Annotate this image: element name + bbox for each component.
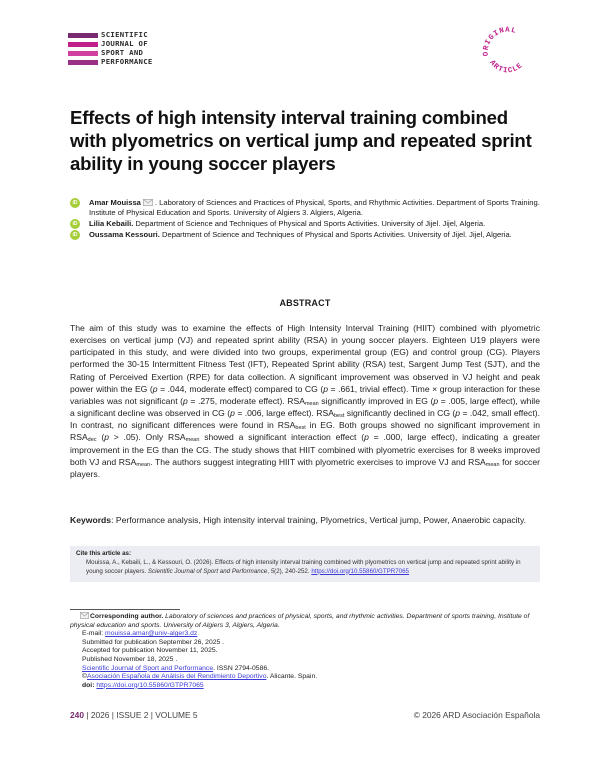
logo-bar xyxy=(68,42,98,47)
page-number: 240 xyxy=(70,710,84,720)
badge-top-text: ORIGINAL xyxy=(482,27,516,57)
svg-text:ORIGINAL: ORIGINAL xyxy=(482,27,517,57)
journal-link[interactable]: Scientific Journal of Sport and Performa… xyxy=(82,664,214,672)
svg-text:ARTICLE: ARTICLE xyxy=(487,59,525,75)
author-name: Amar Mouissa xyxy=(89,198,141,207)
author-entry: iD Oussama Kessouri. Department of Scien… xyxy=(70,230,540,240)
author-name: Lilia Kebaili. xyxy=(89,219,134,228)
mail-icon[interactable] xyxy=(143,199,153,206)
author-affiliation: Department of Science and Techniques of … xyxy=(159,230,512,239)
badge-bottom-text: ARTICLE xyxy=(487,59,524,75)
issue-info: | 2026 | ISSUE 2 | VOLUME 5 xyxy=(86,710,198,720)
orcid-icon[interactable]: iD xyxy=(70,198,80,208)
email-line: E-mail: mouissa.amar@univ-alger3.dz xyxy=(82,630,198,638)
author-name: Oussama Kessouri. xyxy=(89,230,160,239)
citation-text: Mouissa, A., Kebaili, L., & Kessouri, O.… xyxy=(86,559,521,575)
author-list: iD Amar Mouissa. Laboratory of Sciences … xyxy=(70,198,540,241)
logo-line: PERFORMANCE xyxy=(101,57,153,66)
copyright-line: ©Asociación Española de Análisis del Ren… xyxy=(82,673,318,681)
author-affiliation: Department of Science and Techniques of … xyxy=(133,219,486,228)
citation-box: Cite this article as: Mouissa, A., Kebai… xyxy=(70,546,540,582)
author-entry: iD Lilia Kebaili. Department of Science … xyxy=(70,219,540,229)
article-title: Effects of high intensity interval train… xyxy=(70,107,532,174)
author-affiliation: . Laboratory of Sciences and Practices o… xyxy=(89,198,540,217)
footer-copyright: © 2026 ARD Asociación Española xyxy=(413,710,540,720)
logo-text: SCIENTIFIC JOURNAL OF SPORT AND PERFORMA… xyxy=(101,30,153,66)
logo-bar xyxy=(68,33,98,38)
author-entry: iD Amar Mouissa. Laboratory of Sciences … xyxy=(70,198,540,218)
footnote-divider xyxy=(70,609,180,610)
logo-line: JOURNAL OF xyxy=(101,39,148,48)
keywords-text: : Performance analysis, High intensity i… xyxy=(111,515,526,525)
logo-line: SPORT AND xyxy=(101,48,144,57)
orcid-icon[interactable]: iD xyxy=(70,219,80,229)
published-date: Published November 18, 2025 . xyxy=(82,655,178,663)
keywords: Keywords: Performance analysis, High int… xyxy=(70,514,540,526)
footnote: Corresponding author. Laboratory of scie… xyxy=(70,612,540,690)
logo-bars xyxy=(68,33,98,69)
issn-line: Scientific Journal of Sport and Performa… xyxy=(82,664,270,672)
original-article-badge: ORIGINAL ARTICLE xyxy=(482,27,525,76)
accepted-date: Accepted for publication November 11, 20… xyxy=(82,647,218,655)
submitted-date: Submitted for publication September 26, … xyxy=(82,638,225,646)
page-footer: 240 | 2026 | ISSUE 2 | VOLUME 5 © 2026 A… xyxy=(70,710,540,720)
keywords-label: Keywords xyxy=(70,515,112,525)
abstract-text: The aim of this study was to examine the… xyxy=(70,323,541,479)
logo-bar xyxy=(68,51,98,56)
association-link[interactable]: Asociación Española de Análisis del Rend… xyxy=(87,673,267,681)
logo-bar xyxy=(68,60,98,65)
doi-line: doi: https://doi.org/10.55860/GTPR7065 xyxy=(82,681,204,689)
citation-heading: Cite this article as: xyxy=(76,550,132,557)
logo-line: SCIENTIFIC xyxy=(101,30,148,39)
corresponding-author: Corresponding author. Laboratory of scie… xyxy=(70,612,530,629)
email-link[interactable]: mouissa.amar@univ-alger3.dz xyxy=(105,630,198,638)
doi-link[interactable]: https://doi.org/10.55860/GTPR7065 xyxy=(96,681,204,689)
citation-doi-link[interactable]: https://doi.org/10.55860/GTPR7065 xyxy=(311,567,410,575)
journal-logo: SCIENTIFIC JOURNAL OF SPORT AND PERFORMA… xyxy=(68,30,178,70)
mail-icon xyxy=(80,612,89,619)
abstract-heading: ABSTRACT xyxy=(279,298,331,308)
orcid-icon[interactable]: iD xyxy=(70,230,80,240)
